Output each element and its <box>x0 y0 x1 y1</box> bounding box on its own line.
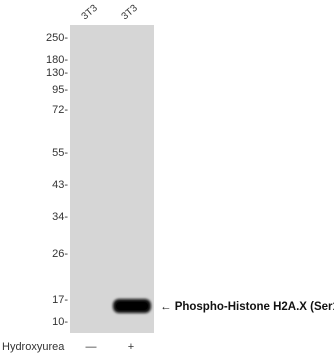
western-blot: ← Phospho-Histone H2A.X (Ser139) Hydroxy… <box>0 0 334 356</box>
marker-label: 43- <box>52 179 68 191</box>
band-label: ← Phospho-Histone H2A.X (Ser139) <box>160 301 334 313</box>
lane-label: 3T3 <box>80 3 101 23</box>
treatment-mark: — <box>86 341 97 353</box>
marker-label: 26- <box>52 248 68 260</box>
marker-label: 250- <box>46 32 68 44</box>
treatment-mark: + <box>128 341 134 353</box>
marker-label: 17- <box>52 294 68 306</box>
marker-label: 10- <box>52 316 68 328</box>
membrane <box>70 25 154 333</box>
marker-label: 95- <box>52 84 68 96</box>
band-core <box>116 302 148 310</box>
marker-label: 34- <box>52 211 68 223</box>
lane-label: 3T3 <box>120 3 141 23</box>
marker-label: 55- <box>52 147 68 159</box>
treatment-name: Hydroxyurea <box>2 341 65 353</box>
marker-label: 180- <box>46 54 68 66</box>
marker-label: 72- <box>52 104 68 116</box>
markers: 250- 180-130- 95- 72- 55- 43- 34- 26- 17- 10- <box>46 32 68 328</box>
marker-label: 130- <box>46 67 68 79</box>
